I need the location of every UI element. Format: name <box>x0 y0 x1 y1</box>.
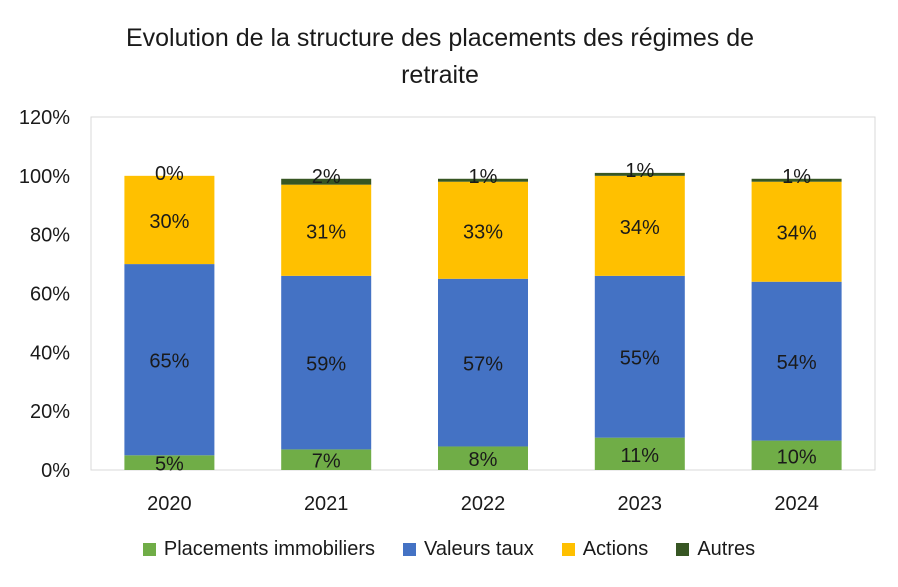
bar-segment <box>594 175 685 276</box>
bar-segment <box>438 278 528 447</box>
data-label: 1% <box>625 160 654 182</box>
bar-segment <box>751 181 842 282</box>
data-label: 34% <box>620 217 660 239</box>
data-label: 11% <box>621 445 660 467</box>
bar-segment <box>124 175 215 265</box>
legend-swatch <box>561 543 575 556</box>
x-tick-label: 2022 <box>461 493 506 515</box>
x-tick-label: 2024 <box>774 493 819 515</box>
data-label: 33% <box>463 221 503 243</box>
legend-swatch <box>403 543 417 556</box>
y-tick-label: 0% <box>41 460 70 482</box>
data-label: 7% <box>312 451 341 473</box>
bar-segment <box>594 437 685 470</box>
bar-segment <box>281 275 372 450</box>
data-label: 2% <box>312 166 341 188</box>
bar-segment <box>438 446 528 470</box>
chart-title-line-2: retraite <box>401 61 479 89</box>
chart-title-line-1: Evolution de la structure des placements… <box>125 24 755 52</box>
data-label: 59% <box>306 354 346 376</box>
bar-segment <box>124 264 215 456</box>
bar-segment <box>751 281 842 441</box>
bar-segment <box>438 178 528 182</box>
legend-label: Placements immobiliers <box>163 538 376 560</box>
legend-item-actions: Actions <box>561 538 649 561</box>
bar-segment <box>751 440 842 470</box>
bar-segment <box>281 449 372 470</box>
y-tick-label: 40% <box>30 342 70 364</box>
data-label: 1% <box>782 166 811 188</box>
data-label: 8% <box>469 449 498 471</box>
data-label: 1% <box>469 166 498 188</box>
bar-segment <box>281 184 372 276</box>
data-label: 10% <box>777 446 817 468</box>
y-tick-label: 100% <box>19 166 70 188</box>
data-label: 31% <box>306 221 346 243</box>
y-tick-label: 20% <box>30 401 70 423</box>
legend-label: Valeurs taux <box>424 538 534 560</box>
legend: Placements immobiliers Valeurs taux Acti… <box>0 538 898 561</box>
legend-item-autres: Autres <box>676 538 755 561</box>
legend-label: Autres <box>697 538 756 560</box>
bar-segment <box>594 275 685 438</box>
legend-label: Actions <box>582 538 649 560</box>
bar-segment <box>124 455 215 470</box>
x-tick-label: 2021 <box>304 493 349 515</box>
data-label: 5% <box>155 454 184 476</box>
data-label: 55% <box>620 348 660 370</box>
data-label: 57% <box>463 354 503 376</box>
legend-item-placements-immobiliers: Placements immobiliers <box>142 538 376 561</box>
legend-item-valeurs-taux: Valeurs taux <box>403 538 534 561</box>
data-label: 0% <box>155 163 184 185</box>
bar-segment <box>281 178 372 185</box>
y-tick-label: 60% <box>30 284 70 306</box>
bar-segment <box>594 172 685 176</box>
data-label: 30% <box>149 211 189 233</box>
y-tick-label: 120% <box>19 107 70 129</box>
chart-title: Evolution de la structure des placements… <box>60 20 820 94</box>
data-label: 54% <box>777 352 817 374</box>
x-tick-label: 2020 <box>147 493 192 515</box>
x-tick-label: 2023 <box>618 493 663 515</box>
y-tick-label: 80% <box>30 225 70 247</box>
bar-segment <box>751 178 842 182</box>
bar-segment <box>438 181 528 279</box>
data-label: 65% <box>149 351 189 373</box>
legend-swatch <box>676 543 690 556</box>
data-label: 34% <box>777 223 817 245</box>
legend-swatch <box>142 543 156 556</box>
